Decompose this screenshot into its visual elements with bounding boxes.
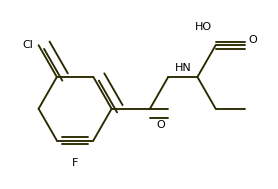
Text: O: O (157, 120, 165, 130)
Text: F: F (72, 158, 78, 168)
Text: O: O (249, 35, 257, 45)
Text: HN: HN (174, 63, 191, 73)
Text: HO: HO (195, 22, 212, 33)
Text: Cl: Cl (22, 40, 33, 50)
